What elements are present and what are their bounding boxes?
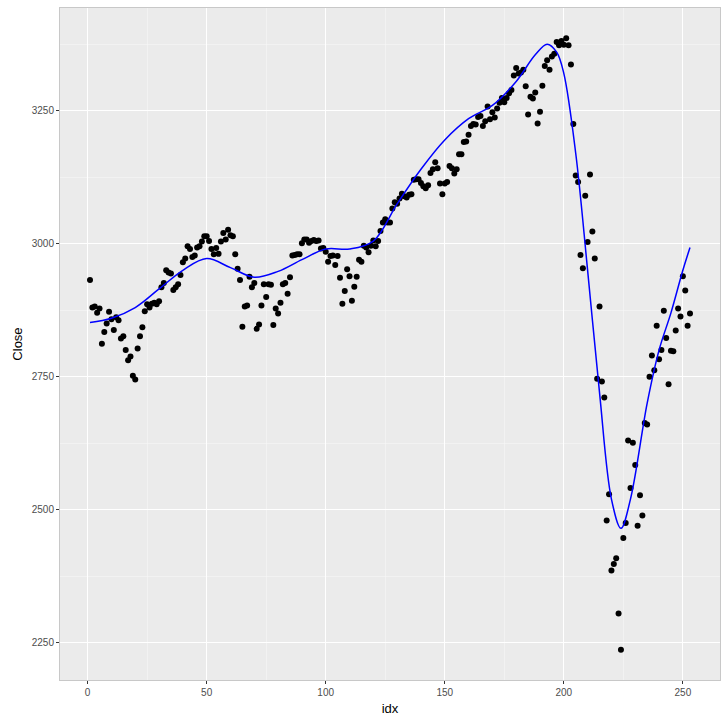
svg-text:3250: 3250 (32, 105, 55, 116)
svg-text:0: 0 (85, 687, 91, 698)
svg-text:250: 250 (675, 687, 692, 698)
svg-text:2750: 2750 (32, 371, 55, 382)
svg-text:150: 150 (436, 687, 453, 698)
svg-text:100: 100 (317, 687, 334, 698)
svg-text:2500: 2500 (32, 504, 55, 515)
svg-text:Close: Close (10, 327, 25, 360)
svg-text:idx: idx (382, 701, 399, 716)
svg-text:3000: 3000 (32, 238, 55, 249)
svg-text:2250: 2250 (32, 637, 55, 648)
svg-text:50: 50 (201, 687, 213, 698)
svg-text:200: 200 (555, 687, 572, 698)
